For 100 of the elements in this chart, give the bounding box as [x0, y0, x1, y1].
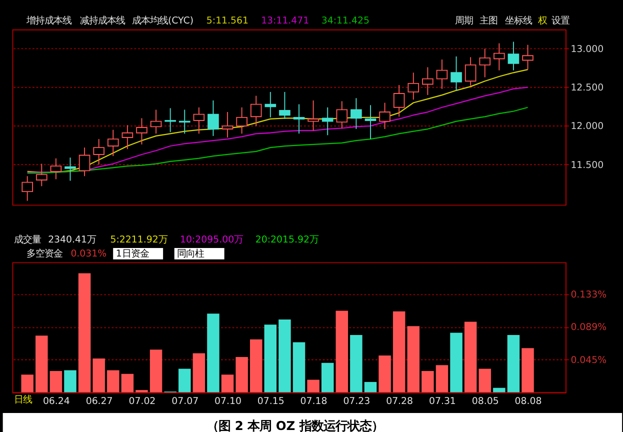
- text: 周期: [455, 16, 474, 27]
- text: 5:2211.92万: [110, 234, 168, 246]
- x-tick-label: 07.15: [257, 396, 284, 408]
- x-tick-label: 06.27: [86, 396, 113, 408]
- y-tick-label: 0.045%: [570, 354, 607, 366]
- bar: [407, 326, 420, 392]
- bar: [464, 322, 477, 392]
- bar: [36, 336, 48, 392]
- x-tick-label: 07.07: [172, 396, 199, 408]
- y-tick-label: 12.500: [570, 82, 604, 94]
- bar: [221, 374, 234, 392]
- candlestick: [236, 106, 248, 134]
- candlestick: [264, 91, 276, 118]
- candlestick: [64, 157, 76, 182]
- bar: [192, 353, 206, 392]
- text: 设置: [551, 16, 570, 27]
- bar: [378, 356, 391, 392]
- x-tick-label: 08.05: [472, 396, 499, 408]
- bar: [436, 365, 448, 392]
- text: 成本均线(CYC): [132, 16, 194, 27]
- y-tick-label: 12.000: [570, 121, 604, 132]
- text: 同向柱: [177, 248, 204, 260]
- bar: [78, 273, 91, 392]
- text: 0.031%: [70, 248, 107, 260]
- text: 成交量: [14, 234, 42, 246]
- text: 多空资金: [26, 248, 62, 260]
- text: （图 2 本周 OZ 指数运行状态）: [206, 418, 384, 432]
- bar: [207, 314, 220, 392]
- candlestick: [393, 84, 405, 118]
- text: 1日资金: [116, 248, 149, 260]
- candlestick: [522, 44, 534, 70]
- text: 坐标线: [505, 16, 532, 27]
- bar: [50, 370, 62, 392]
- bar: [264, 324, 277, 392]
- candlestick: [508, 41, 520, 71]
- candlestick: [322, 106, 334, 136]
- candlestick: [479, 48, 491, 78]
- candlestick: [164, 108, 176, 133]
- bar: [178, 368, 191, 392]
- bar: [522, 348, 534, 392]
- y-tick-label: 0.133%: [570, 289, 607, 300]
- text: 5:11.561: [206, 16, 248, 27]
- x-tick-label: 07.31: [428, 396, 456, 408]
- bar: [236, 356, 248, 392]
- candlestick: [408, 72, 420, 100]
- x-tick-label: 07.28: [386, 396, 414, 408]
- candlestick: [208, 100, 219, 136]
- bar: [450, 332, 462, 392]
- candlestick: [436, 59, 448, 90]
- candlestick: [36, 163, 48, 187]
- x-tick-label: 07.18: [300, 396, 328, 408]
- line-series: [26, 68, 528, 173]
- candlestick: [422, 66, 434, 96]
- x-tick-label: 08.08: [514, 396, 542, 408]
- bar: [422, 370, 434, 392]
- text: 13:11.471: [261, 16, 310, 27]
- bar: [278, 320, 291, 392]
- candlestick: [193, 106, 205, 134]
- x-tick-label: 07.23: [343, 396, 370, 408]
- bar: [478, 368, 491, 392]
- candlestick: [293, 104, 305, 134]
- bar: [392, 311, 406, 392]
- text: 权: [537, 16, 548, 27]
- candlestick: [450, 56, 462, 91]
- text: 34:11.425: [321, 16, 370, 27]
- y-tick-label: 13.000: [570, 44, 604, 55]
- x-tick-label: 07.10: [214, 396, 242, 408]
- candlestick: [364, 104, 376, 140]
- text: 日线: [14, 394, 32, 406]
- candlestick: [279, 91, 290, 120]
- bar: [292, 342, 306, 392]
- bar: [64, 370, 76, 392]
- candlestick: [178, 109, 190, 134]
- candlestick: [308, 100, 319, 132]
- candlestick: [222, 112, 234, 138]
- line-series: [26, 86, 528, 173]
- bar: [350, 334, 362, 392]
- candlestick: [22, 176, 34, 202]
- text: 增持成本线: [25, 16, 72, 27]
- bar: [92, 358, 105, 392]
- candlestick: [122, 124, 134, 150]
- text: 主图: [480, 16, 498, 27]
- text: 20:2015.92万: [255, 234, 318, 246]
- candlestick: [150, 109, 162, 134]
- candlestick: [107, 129, 119, 157]
- y-tick-label: 0.089%: [570, 322, 607, 334]
- bar: [336, 310, 348, 392]
- bar: [364, 382, 377, 392]
- text: 减持成本线: [80, 16, 126, 27]
- candlestick: [250, 95, 262, 126]
- candlestick: [350, 98, 362, 130]
- candlestick: [379, 102, 390, 130]
- text: 10:2095.00万: [180, 234, 244, 246]
- candlestick: [50, 158, 62, 180]
- bar: [307, 380, 320, 392]
- candlestick: [336, 100, 348, 129]
- bar: [250, 339, 262, 392]
- bar: [21, 374, 34, 392]
- x-tick-label: 06.24: [42, 396, 70, 408]
- bar: [507, 334, 520, 392]
